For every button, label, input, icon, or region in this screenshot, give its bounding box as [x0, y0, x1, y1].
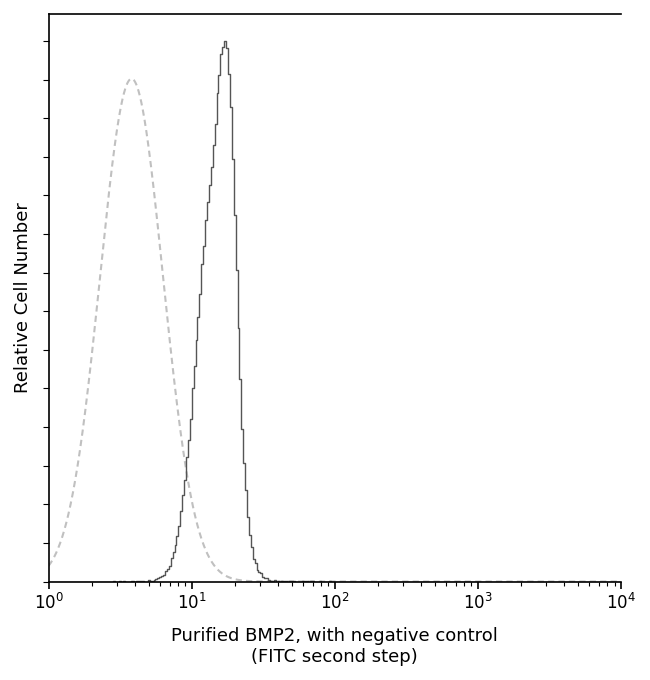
X-axis label: Purified BMP2, with negative control
(FITC second step): Purified BMP2, with negative control (FI…: [172, 628, 499, 666]
Y-axis label: Relative Cell Number: Relative Cell Number: [14, 202, 32, 393]
